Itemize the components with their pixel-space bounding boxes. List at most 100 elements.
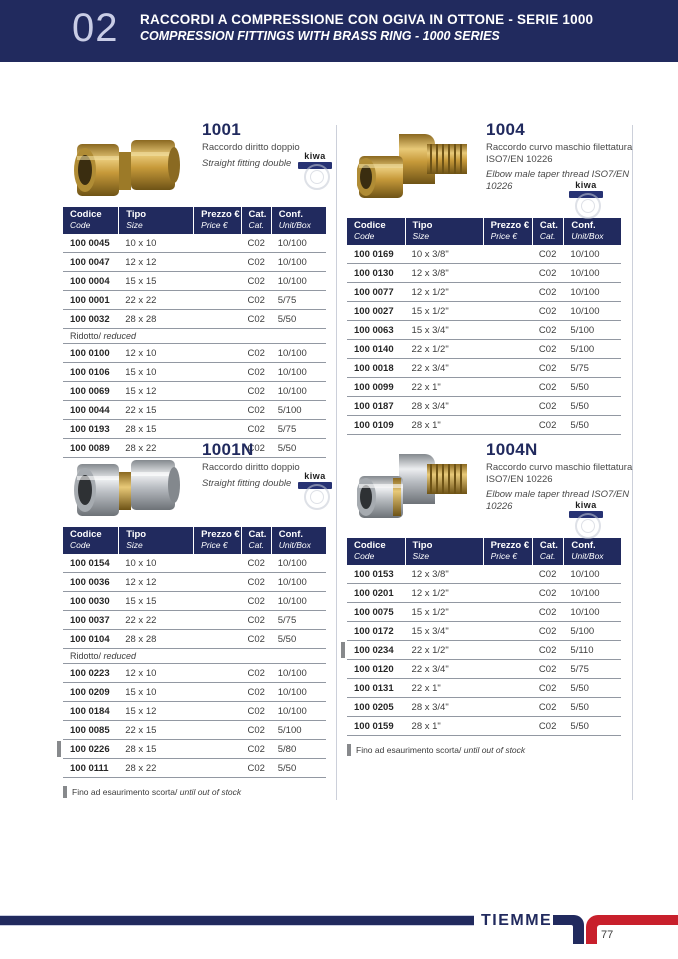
table-row: 100 0004 15 x 15 C02 10/100 [63,272,326,291]
cell-code: 100 0027 [354,305,394,317]
table-row: 100 0159 28 x 1" C02 5/50 [347,717,621,736]
product-desc-en: Straight fitting double [202,157,292,169]
table-header-row: Codice Code Tipo Size Prezzo € Price € Cat.… [347,538,621,565]
table-row: 100 0077 12 x 1/2" C02 10/100 [347,283,621,302]
cell-code: 100 0109 [354,419,394,431]
cell-cat: C02 [247,633,265,645]
table-row: 100 0153 12 x 3/8" C02 10/100 [347,565,621,584]
cell-conf: 5/50 [277,633,297,645]
cell-conf: 10/100 [277,256,307,268]
cell-cat: C02 [538,663,557,675]
cell-size: 15 x 10 [125,366,157,378]
cell-conf: 10/100 [570,267,600,279]
table-row: 100 0130 12 x 3/8" C02 10/100 [347,264,621,283]
cell-size: 22 x 3/4" [411,362,449,374]
cell-cat: C02 [247,347,265,359]
col-code: Code [70,540,91,550]
cell-cat: C02 [247,366,265,378]
cell-conf: 10/100 [570,568,600,580]
cell-conf: 5/75 [277,423,297,435]
cell-cat: C02 [538,267,557,279]
cell-code: 100 0209 [70,686,110,698]
cell-cat: C02 [538,324,557,336]
col-tipo: Tipo [126,209,147,220]
cell-conf: 10/100 [277,557,307,569]
cell-code: 100 0104 [70,633,110,645]
table-divider-row: Ridotto/ reduced [63,649,326,664]
cell-code: 100 0172 [354,625,394,637]
cell-cat: C02 [247,275,265,287]
cell-code: 100 0044 [70,404,110,416]
col-prezzo: Prezzo € [201,529,240,540]
cell-cat: C02 [538,587,557,599]
kiwa-watermark-icon [575,513,601,539]
cell-code: 100 0030 [70,595,110,607]
product-desc-it: Raccordo curvo maschio filettatura ISO7/… [486,462,633,485]
column-divider-left [336,125,337,800]
cell-cat: C02 [247,595,265,607]
cell-cat: C02 [538,625,557,637]
cell-size: 12 x 12 [125,256,157,268]
cell-conf: 5/100 [277,404,302,416]
cell-code: 100 0075 [354,606,394,618]
product-desc-it: Raccordo curvo maschio filettatura ISO7/… [486,142,633,165]
table-row: 100 0069 15 x 12 C02 10/100 [63,382,326,401]
table-row: 100 0045 10 x 10 C02 10/100 [63,234,326,253]
cell-size: 12 x 3/8" [411,568,449,580]
cell-size: 22 x 15 [125,404,157,416]
kiwa-certification-mark: kiwa [569,180,603,219]
col-prezzo: Prezzo € [490,220,530,231]
product-table: Codice Code Tipo Size Prezzo € Price € Cat.… [341,538,621,736]
col-codice: Codice [354,220,386,231]
footnote-text-en: until out of stock [463,745,526,755]
col-cat: Cat. [539,540,558,551]
cell-size: 15 x 12 [125,705,157,717]
col-cat-sub: Cat. [248,220,265,230]
cell-conf: 5/110 [570,644,594,656]
col-unitbox: Unit/Box [571,231,604,241]
cell-cat: C02 [247,667,265,679]
cell-conf: 5/75 [570,663,589,675]
cell-cat: C02 [247,724,265,736]
cell-size: 22 x 3/4" [411,663,449,675]
table-row: 100 0075 15 x 1/2" C02 10/100 [347,603,621,622]
footnote-marker-icon [63,786,67,798]
out-of-stock-marker-icon [57,741,61,757]
table-body: 100 0154 10 x 10 C02 10/100 100 0036 12 x 12 C… [57,554,326,778]
col-price: Price € [201,220,228,230]
section-header: 1001 Raccordo diritto doppio Straight fi… [63,118,332,207]
col-tipo: Tipo [412,220,433,231]
col-size: Size [412,551,430,561]
product-photo-elbow-brass [357,134,467,198]
cell-size: 12 x 1/2" [411,286,449,298]
cell-conf: 5/50 [570,682,589,694]
cell-code: 100 0069 [70,385,110,397]
cell-size: 22 x 22 [125,614,157,626]
col-code: Code [354,231,375,241]
cell-code: 100 0063 [354,324,394,336]
col-cat: Cat. [539,220,558,231]
cell-size: 28 x 22 [125,442,157,454]
product-table: Codice Code Tipo Size Prezzo € Price € Cat.… [63,207,326,458]
cell-size: 12 x 10 [125,667,157,679]
kiwa-logo-text: kiwa [304,471,326,481]
table-row: 100 0109 28 x 1" C02 5/50 [347,416,621,435]
table-header-row: Codice Code Tipo Size Prezzo € Price € Cat.… [63,207,326,234]
kiwa-watermark-icon [304,484,330,510]
cell-size: 10 x 10 [125,237,157,249]
cell-conf: 10/100 [277,667,307,679]
cell-code: 100 0159 [354,720,394,732]
cell-cat: C02 [538,381,557,393]
col-unitbox: Unit/Box [571,551,604,561]
cell-cat: C02 [538,419,557,431]
table-row: 100 0085 22 x 15 C02 5/100 [63,721,326,740]
cell-size: 10 x 3/8" [411,248,449,260]
cell-cat: C02 [538,568,557,580]
cell-size: 22 x 1/2" [411,343,449,355]
cell-cat: C02 [247,294,265,306]
product-code-title: 1001N [202,440,254,459]
cell-cat: C02 [538,343,557,355]
cell-code: 100 0187 [354,400,394,412]
cell-size: 28 x 28 [125,313,157,325]
cell-cat: C02 [247,762,265,774]
